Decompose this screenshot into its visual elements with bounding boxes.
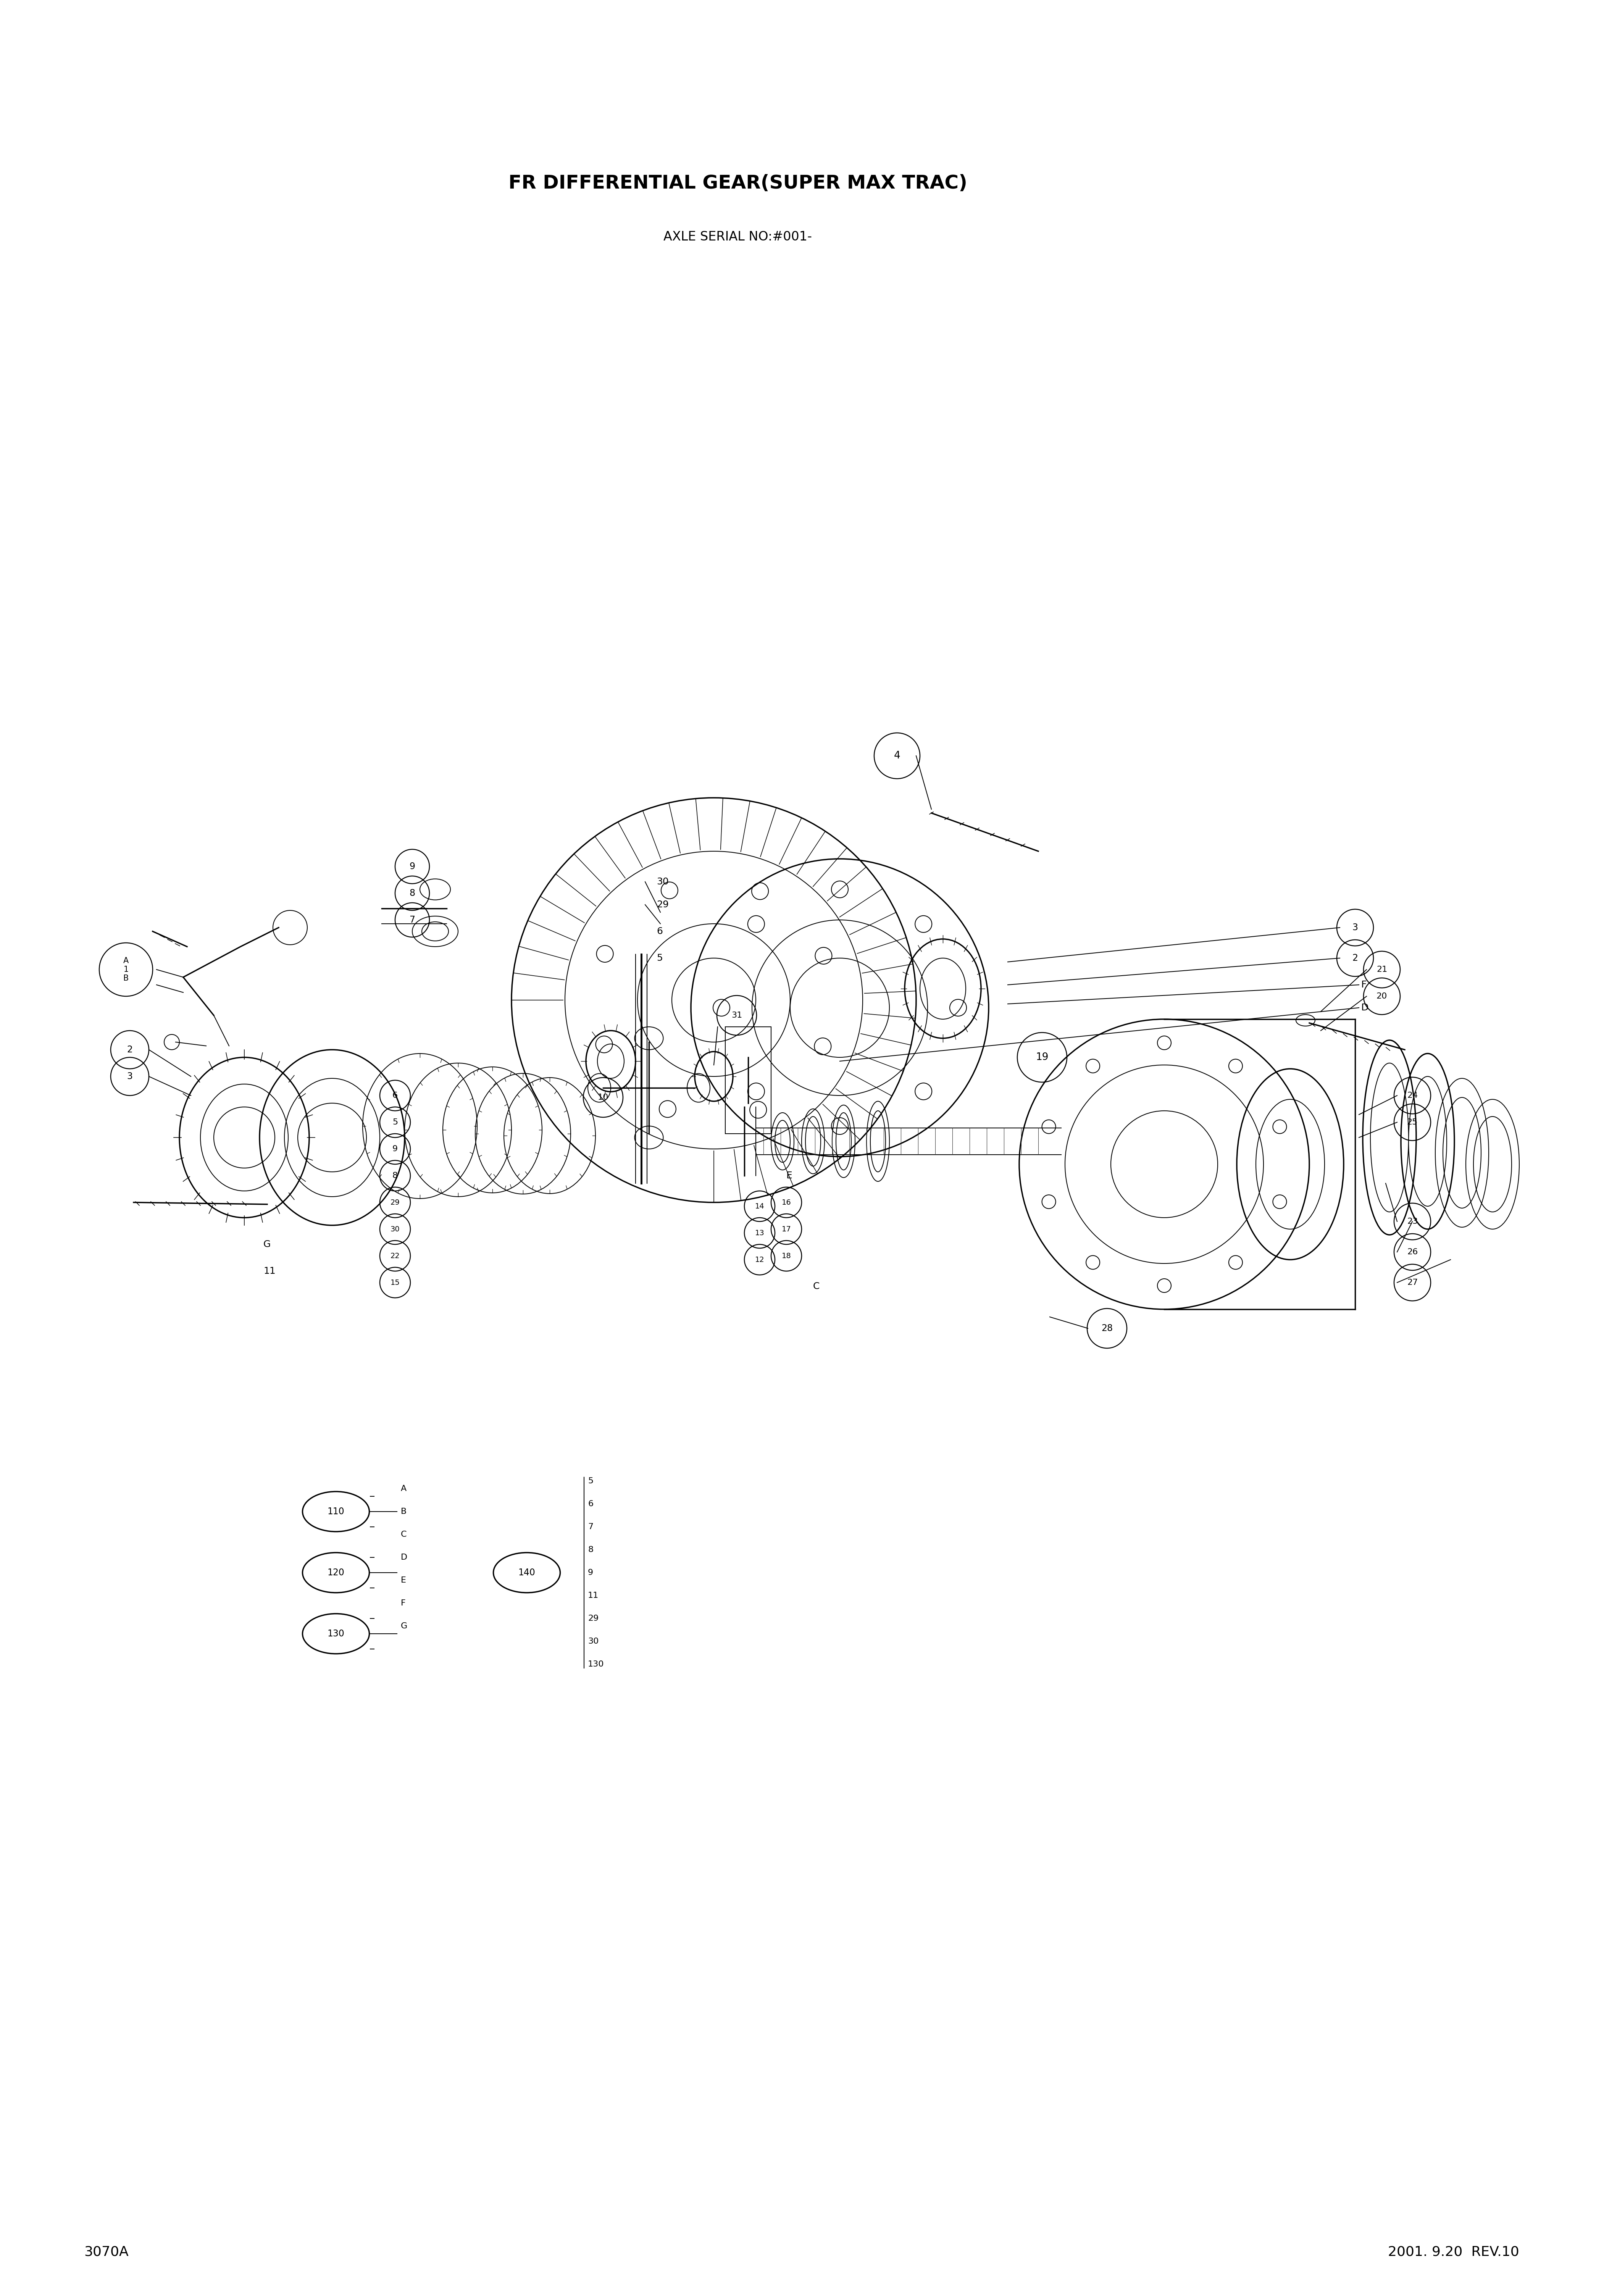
Text: 28: 28 <box>1102 1325 1113 1334</box>
Text: 130: 130 <box>327 1630 345 1639</box>
Text: C: C <box>401 1531 407 1538</box>
Text: 13: 13 <box>755 1228 765 1238</box>
Text: A
1
B: A 1 B <box>124 957 128 983</box>
Text: 29: 29 <box>587 1614 598 1623</box>
Text: 23: 23 <box>1407 1217 1418 1226</box>
Text: 5: 5 <box>656 953 662 962</box>
Text: F: F <box>401 1600 406 1607</box>
Text: 7: 7 <box>409 916 415 925</box>
Text: 9: 9 <box>409 861 415 870</box>
Text: 30: 30 <box>587 1637 598 1646</box>
Text: 3070A: 3070A <box>83 2245 128 2259</box>
Text: 120: 120 <box>327 1568 345 1577</box>
Text: G: G <box>401 1623 407 1630</box>
Text: D: D <box>1360 1003 1368 1013</box>
Text: 29: 29 <box>656 900 669 909</box>
Text: 6: 6 <box>656 928 662 937</box>
Text: 12: 12 <box>755 1256 765 1263</box>
Text: 6: 6 <box>393 1091 398 1100</box>
Bar <box>725 1026 772 1134</box>
Text: 110: 110 <box>327 1506 345 1515</box>
Text: 4: 4 <box>893 751 900 760</box>
Text: 19: 19 <box>1036 1052 1049 1063</box>
Text: 21: 21 <box>1376 967 1387 974</box>
Text: AXLE SERIAL NO:#001-: AXLE SERIAL NO:#001- <box>664 230 812 243</box>
Text: 30: 30 <box>390 1226 399 1233</box>
Text: 5: 5 <box>393 1118 398 1125</box>
Text: 14: 14 <box>755 1203 765 1210</box>
Text: 24: 24 <box>1407 1091 1418 1100</box>
Text: 29: 29 <box>390 1199 399 1205</box>
Text: 22: 22 <box>390 1251 399 1261</box>
Text: 17: 17 <box>781 1226 791 1233</box>
Text: 18: 18 <box>781 1251 791 1261</box>
Text: 20: 20 <box>1376 992 1387 1001</box>
Text: 2: 2 <box>127 1045 133 1054</box>
Text: 10: 10 <box>598 1093 608 1102</box>
Text: 11: 11 <box>587 1591 598 1600</box>
Text: E: E <box>786 1171 792 1180</box>
Text: A: A <box>401 1486 407 1492</box>
Text: FR DIFFERENTIAL GEAR(SUPER MAX TRAC): FR DIFFERENTIAL GEAR(SUPER MAX TRAC) <box>508 174 967 193</box>
Text: D: D <box>401 1554 407 1561</box>
Text: 5: 5 <box>587 1476 593 1486</box>
Text: 27: 27 <box>1407 1279 1418 1286</box>
Text: 9: 9 <box>587 1568 593 1577</box>
Text: G: G <box>263 1240 271 1249</box>
Text: 8: 8 <box>587 1545 593 1554</box>
Text: E: E <box>401 1577 406 1584</box>
Text: 15: 15 <box>390 1279 399 1286</box>
Text: 2: 2 <box>1352 953 1359 962</box>
Text: 140: 140 <box>518 1568 536 1577</box>
Text: 26: 26 <box>1407 1249 1418 1256</box>
Text: 11: 11 <box>263 1267 276 1277</box>
Text: 6: 6 <box>587 1499 593 1508</box>
Text: 31: 31 <box>731 1013 743 1019</box>
Text: 9: 9 <box>393 1146 398 1153</box>
Text: C: C <box>813 1281 820 1290</box>
Text: 130: 130 <box>587 1660 605 1669</box>
Text: 8: 8 <box>393 1171 398 1180</box>
Text: 7: 7 <box>587 1522 593 1531</box>
Text: 3: 3 <box>127 1072 133 1081</box>
Text: 16: 16 <box>781 1199 791 1205</box>
Text: F: F <box>1360 980 1367 990</box>
Text: 3: 3 <box>1352 923 1359 932</box>
Text: B: B <box>401 1508 407 1515</box>
Text: 8: 8 <box>409 889 415 898</box>
Text: 30: 30 <box>656 877 669 886</box>
Text: 25: 25 <box>1407 1118 1418 1125</box>
Text: 2001. 9.20  REV.10: 2001. 9.20 REV.10 <box>1387 2245 1519 2259</box>
